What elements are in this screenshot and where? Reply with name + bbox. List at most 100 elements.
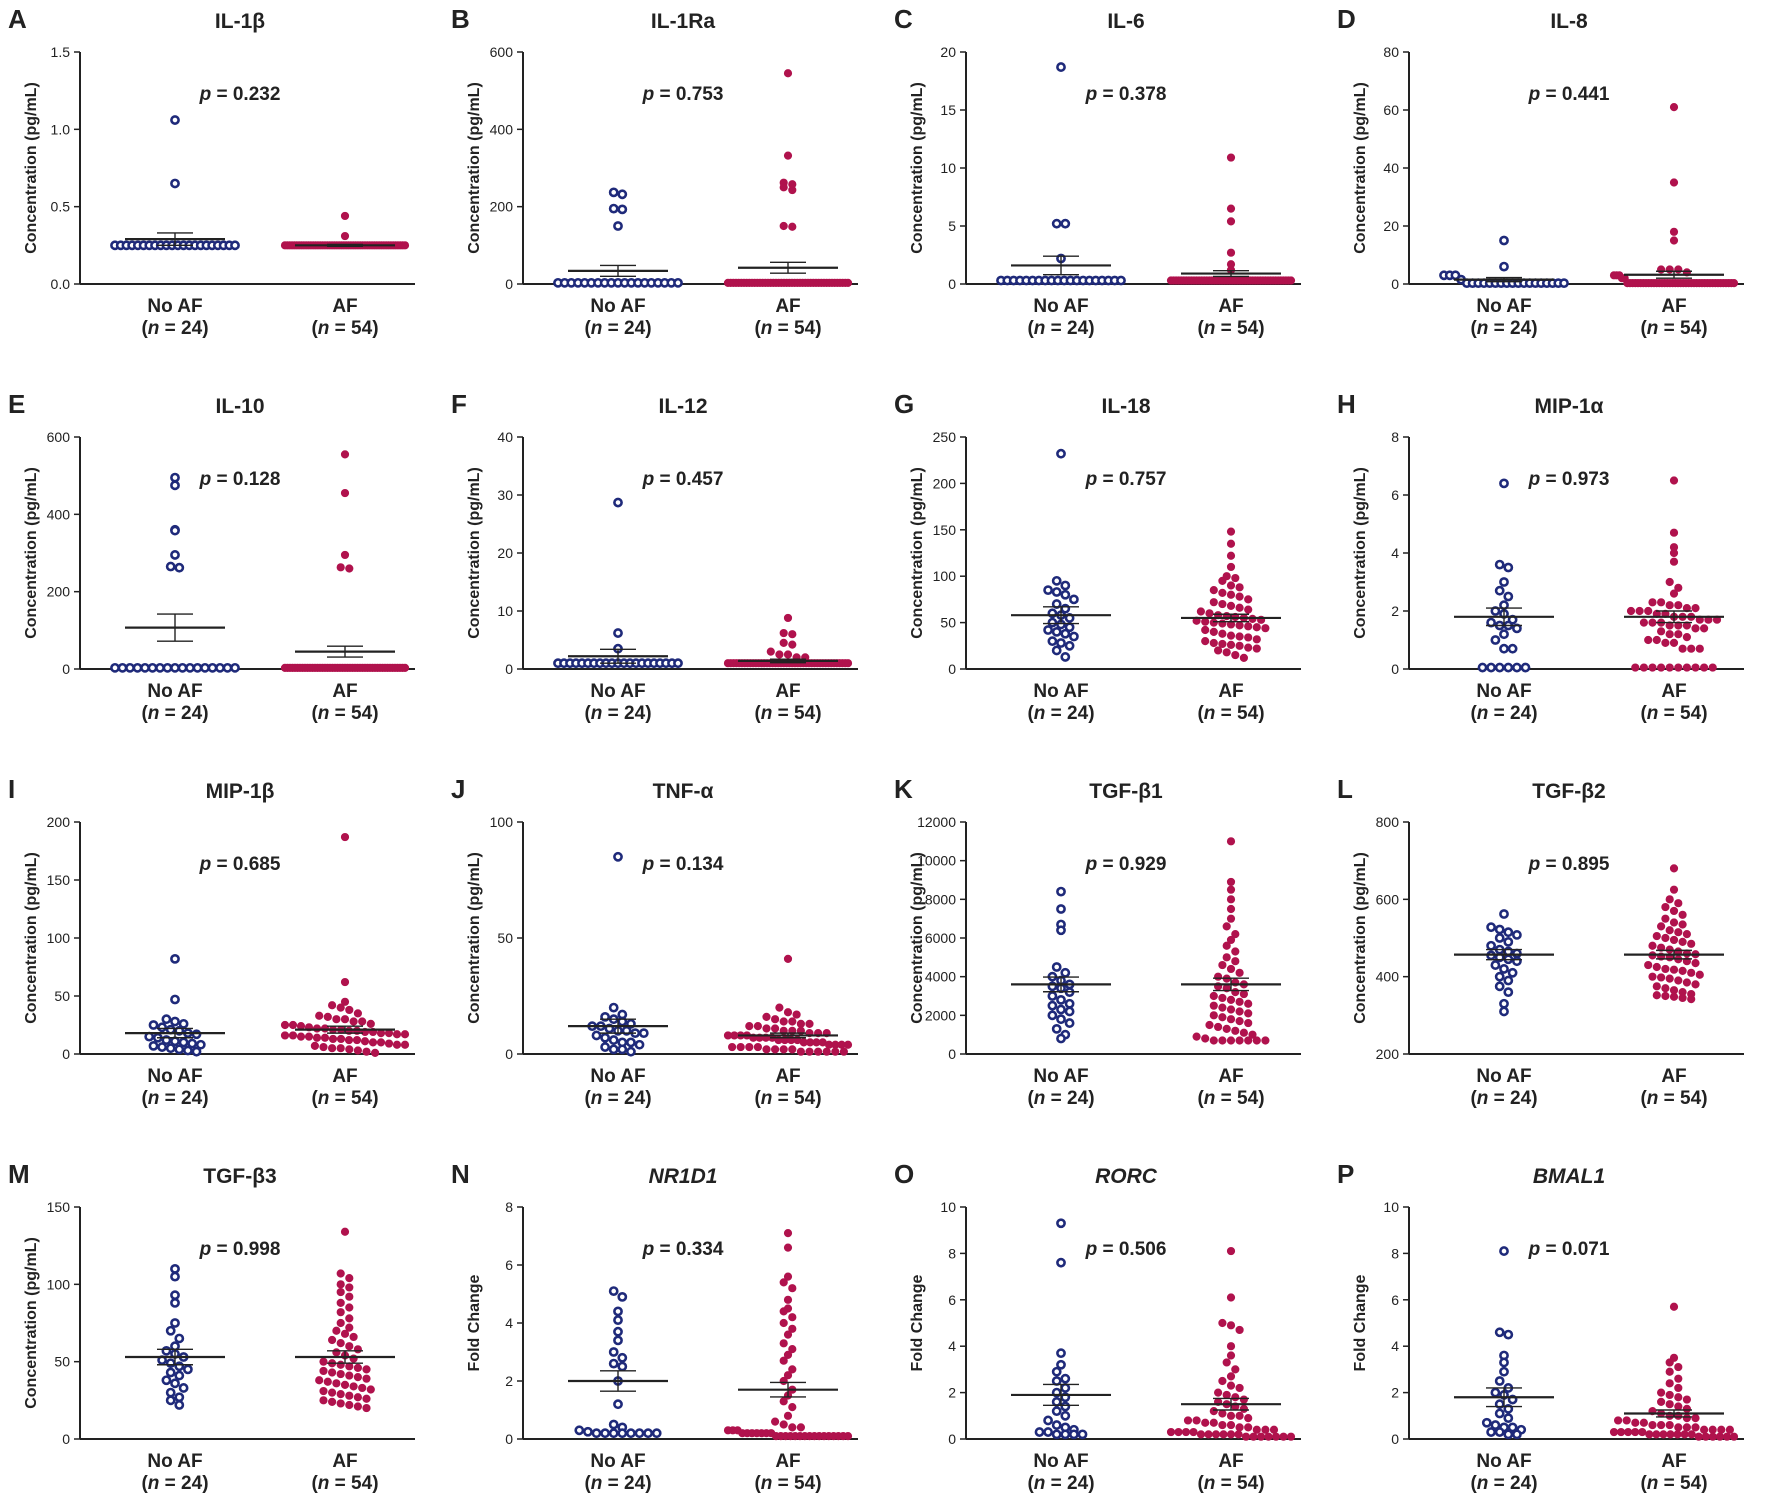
data-point-af bbox=[1678, 644, 1687, 653]
data-point-af bbox=[779, 183, 788, 192]
data-point-af bbox=[788, 1403, 797, 1412]
data-point-no-af bbox=[1494, 1427, 1505, 1437]
data-point-af bbox=[1189, 1427, 1198, 1437]
data-point-af bbox=[1700, 1425, 1709, 1434]
data-point-no-af bbox=[608, 1044, 619, 1055]
data-point-no-af bbox=[162, 662, 173, 673]
data-point-af bbox=[1626, 606, 1636, 616]
data-point-af bbox=[1729, 279, 1739, 288]
data-point-no-af bbox=[608, 203, 619, 214]
data-point-no-af bbox=[182, 1045, 193, 1056]
y-tick-label: 0.0 bbox=[51, 276, 71, 292]
panel-title: TGF-β1 bbox=[1089, 780, 1163, 803]
data-point-no-af bbox=[230, 662, 240, 673]
data-point-af bbox=[1226, 1342, 1236, 1351]
data-point-af bbox=[1209, 1418, 1218, 1427]
sample-size-label: (n = 24) bbox=[1470, 318, 1537, 339]
y-tick-label: 1.0 bbox=[51, 121, 71, 137]
data-point-af bbox=[1691, 663, 1700, 672]
panel-letter: J bbox=[451, 774, 465, 804]
data-point-no-af bbox=[1056, 904, 1066, 914]
data-point-no-af bbox=[1064, 998, 1075, 1009]
data-point-af bbox=[1244, 605, 1253, 614]
data-point-af bbox=[1214, 1022, 1223, 1032]
p-symbol: p bbox=[1528, 854, 1541, 875]
data-point-af bbox=[788, 1017, 797, 1026]
data-point-af bbox=[779, 1318, 788, 1328]
data-point-no-af bbox=[170, 480, 180, 491]
data-point-af bbox=[1241, 1432, 1251, 1441]
data-point-af bbox=[1235, 1411, 1244, 1420]
data-point-af bbox=[340, 832, 350, 842]
data-point-no-af bbox=[600, 1032, 610, 1043]
x-category-label: AF bbox=[775, 1451, 800, 1472]
data-point-af bbox=[1256, 1432, 1266, 1441]
y-tick-label: 10000 bbox=[917, 853, 956, 869]
data-point-no-af bbox=[178, 1383, 189, 1393]
p-value-number: = 0.929 bbox=[1097, 854, 1166, 875]
data-point-no-af bbox=[165, 1043, 176, 1054]
p-symbol: p bbox=[199, 469, 212, 490]
data-point-no-af bbox=[157, 1042, 167, 1052]
p-value-number: = 0.378 bbox=[1097, 84, 1166, 105]
data-point-af bbox=[1631, 1418, 1640, 1427]
data-point-no-af bbox=[617, 1428, 628, 1439]
data-point-no-af bbox=[1499, 629, 1509, 640]
data-point-no-af bbox=[608, 1002, 619, 1013]
data-point-af bbox=[1695, 644, 1704, 653]
data-point-no-af bbox=[1494, 971, 1505, 982]
data-point-af bbox=[788, 1423, 797, 1432]
x-category-label: No AF bbox=[1033, 1451, 1088, 1472]
data-point-no-af bbox=[1064, 640, 1075, 651]
data-point-no-af bbox=[1503, 936, 1514, 947]
data-point-af bbox=[1286, 1432, 1296, 1441]
data-point-af bbox=[1218, 993, 1227, 1003]
data-point-af bbox=[1665, 601, 1674, 610]
data-point-af bbox=[1192, 1032, 1201, 1041]
data-point-no-af bbox=[174, 1370, 185, 1381]
data-point-no-af bbox=[1047, 991, 1058, 1001]
data-point-no-af bbox=[638, 1028, 649, 1039]
y-tick-label: 6 bbox=[948, 1292, 956, 1308]
data-point-af bbox=[328, 1335, 337, 1345]
data-point-af bbox=[1279, 1432, 1288, 1441]
y-tick-label: 0 bbox=[948, 1431, 956, 1447]
data-point-no-af bbox=[625, 1428, 636, 1439]
y-tick-label: 0 bbox=[62, 1431, 70, 1447]
p-value: p = 0.998 bbox=[199, 1239, 281, 1260]
data-point-no-af bbox=[1060, 1429, 1071, 1440]
data-point-af bbox=[1235, 583, 1244, 592]
data-point-af bbox=[353, 1393, 362, 1402]
data-point-af bbox=[783, 613, 793, 623]
y-axis-label: Concentration (pg/mL) bbox=[466, 852, 483, 1024]
data-point-af bbox=[358, 1017, 367, 1026]
data-point-no-af bbox=[1034, 1427, 1045, 1437]
data-point-no-af bbox=[1056, 886, 1066, 897]
data-point-af bbox=[336, 1369, 345, 1379]
panel-letter: K bbox=[894, 774, 913, 804]
p-symbol: p bbox=[642, 469, 655, 490]
y-tick-label: 150 bbox=[933, 522, 957, 538]
data-point-af bbox=[779, 1376, 788, 1386]
data-point-no-af bbox=[140, 662, 150, 673]
panel-title: IL-10 bbox=[215, 395, 264, 418]
data-point-af bbox=[1231, 573, 1240, 583]
sample-size-label: (n = 24) bbox=[1027, 1088, 1094, 1109]
data-point-af bbox=[1674, 1423, 1683, 1432]
data-point-no-af bbox=[582, 1426, 593, 1437]
data-point-af bbox=[779, 1045, 788, 1054]
data-point-af bbox=[336, 1390, 345, 1399]
data-point-af bbox=[1691, 1423, 1700, 1432]
data-point-af bbox=[1657, 1388, 1666, 1397]
data-point-af bbox=[843, 659, 853, 668]
data-point-no-af bbox=[170, 178, 180, 189]
data-point-no-af bbox=[1064, 1018, 1075, 1028]
data-point-af bbox=[1226, 562, 1236, 572]
p-symbol: p bbox=[1085, 84, 1098, 105]
data-point-af bbox=[1691, 1414, 1700, 1423]
data-point-no-af bbox=[170, 550, 180, 560]
data-point-af bbox=[1209, 598, 1218, 607]
data-point-no-af bbox=[1511, 623, 1522, 634]
data-point-no-af bbox=[1051, 962, 1062, 972]
panel-letter: L bbox=[1337, 774, 1353, 804]
